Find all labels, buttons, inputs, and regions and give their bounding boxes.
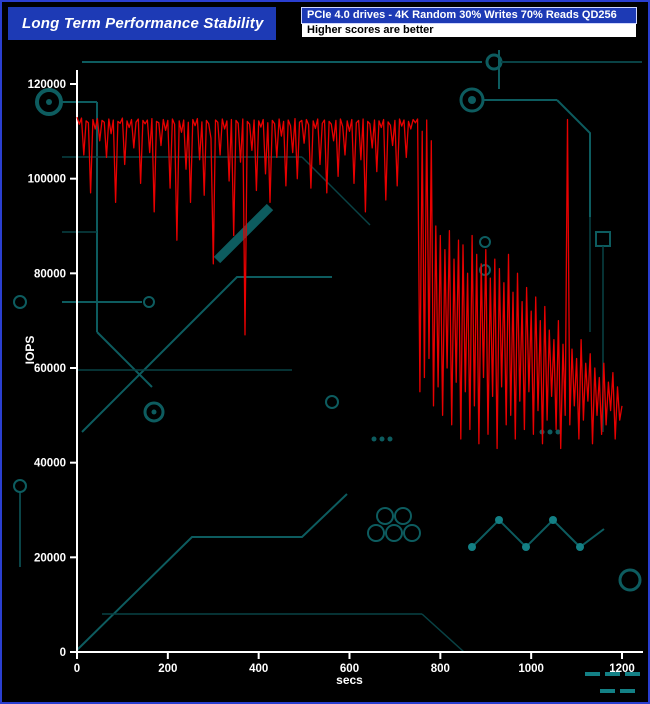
svg-text:800: 800	[431, 663, 450, 675]
svg-text:400: 400	[249, 663, 268, 675]
svg-text:100000: 100000	[28, 174, 66, 186]
chart-title: Long Term Performance Stability	[22, 15, 264, 32]
svg-text:1000: 1000	[518, 663, 544, 675]
svg-text:1200: 1200	[609, 663, 635, 675]
chart-note: Higher scores are better	[301, 24, 637, 38]
svg-text:0: 0	[60, 647, 66, 659]
chart-subtitle-stack: PCIe 4.0 drives - 4K Random 30% Writes 7…	[301, 7, 637, 38]
svg-text:40000: 40000	[34, 458, 66, 470]
chart-axes: 0 20000 40000 60000 80000 100000 120000 0 200 400…	[28, 70, 643, 675]
x-axis-label: secs	[336, 673, 363, 687]
svg-text:20000: 20000	[34, 552, 66, 564]
y-axis-label: IOPS	[23, 335, 37, 365]
svg-text:600: 600	[340, 663, 359, 675]
svg-text:200: 200	[158, 663, 177, 675]
circuit-board-decoration	[13, 50, 642, 693]
chart-subtitle: PCIe 4.0 drives - 4K Random 30% Writes 7…	[301, 7, 637, 24]
svg-text:80000: 80000	[34, 268, 66, 280]
svg-text:60000: 60000	[34, 363, 66, 375]
iops-line-series	[76, 116, 623, 450]
svg-text:0: 0	[74, 663, 80, 675]
svg-text:120000: 120000	[28, 79, 66, 91]
chart-title-box: Long Term Performance Stability	[8, 7, 276, 40]
